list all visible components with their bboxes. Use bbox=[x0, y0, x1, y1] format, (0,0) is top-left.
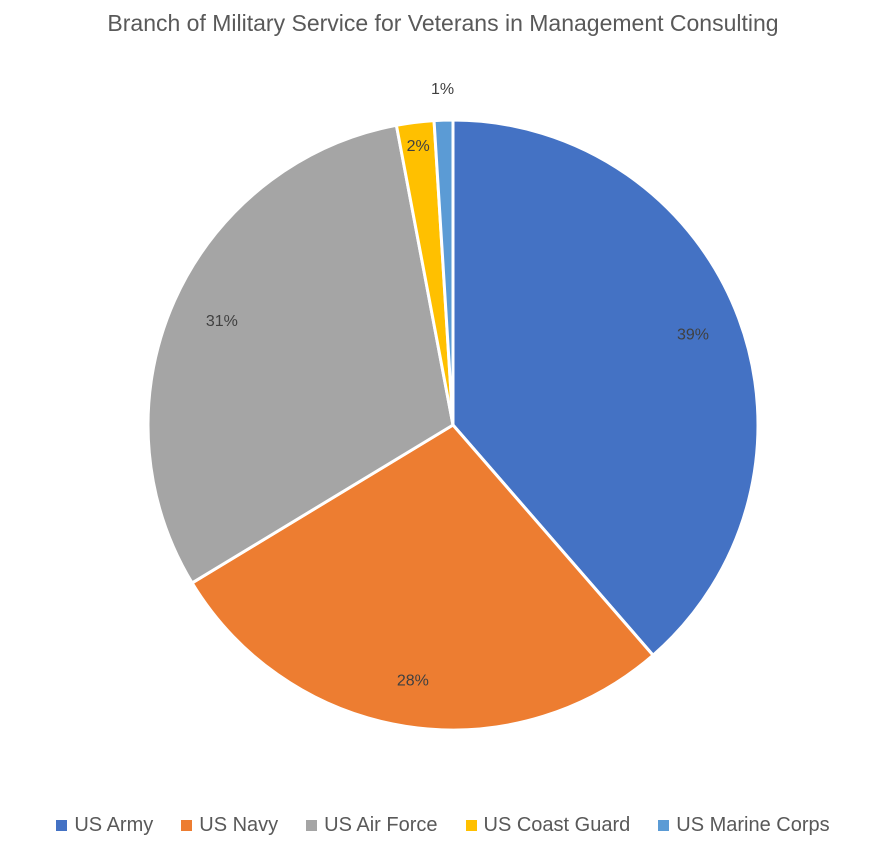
legend-label-us-marine-corps: US Marine Corps bbox=[676, 814, 830, 836]
legend-swatch-us-navy bbox=[181, 820, 193, 831]
pie-labels: 39% 28% 31% 2% 1% bbox=[206, 81, 709, 689]
legend-item-us-air-force: US Air Force bbox=[306, 814, 438, 837]
slice-label-us-coast-guard: 2% bbox=[407, 138, 430, 155]
pie-chart: 39% 28% 31% 2% 1% bbox=[146, 81, 760, 732]
legend-label-us-air-force: US Air Force bbox=[324, 814, 438, 836]
chart-title: Branch of Military Service for Veterans … bbox=[107, 10, 779, 36]
legend-item-us-marine-corps: US Marine Corps bbox=[658, 814, 830, 837]
legend-swatch-us-air-force bbox=[306, 820, 318, 831]
slice-label-us-marine-corps: 1% bbox=[431, 81, 454, 98]
legend-swatch-us-marine-corps bbox=[658, 820, 670, 831]
slice-label-us-navy: 28% bbox=[397, 672, 429, 689]
pie-slice-us-navy bbox=[190, 423, 655, 732]
slice-label-us-air-force: 31% bbox=[206, 313, 238, 330]
legend-item-us-coast-guard: US Coast Guard bbox=[465, 814, 631, 837]
legend-swatch-us-army bbox=[56, 820, 68, 831]
legend-label-us-navy: US Navy bbox=[199, 814, 279, 836]
legend-item-us-navy: US Navy bbox=[181, 814, 278, 837]
legend-label-us-coast-guard: US Coast Guard bbox=[483, 814, 631, 836]
legend-label-us-army: US Army bbox=[74, 814, 154, 836]
pie-slice-us-army bbox=[451, 118, 760, 657]
pie-slices bbox=[146, 118, 760, 732]
pie-slice-us-air-force bbox=[146, 123, 455, 585]
pie-slice-us-marine-corps bbox=[432, 118, 455, 427]
legend: US Army US Navy US Air Force US Coast Guard… bbox=[0, 814, 886, 837]
slice-label-us-army: 39% bbox=[677, 327, 709, 344]
legend-swatch-us-coast-guard bbox=[465, 820, 477, 831]
legend-item-us-army: US Army bbox=[56, 814, 153, 837]
